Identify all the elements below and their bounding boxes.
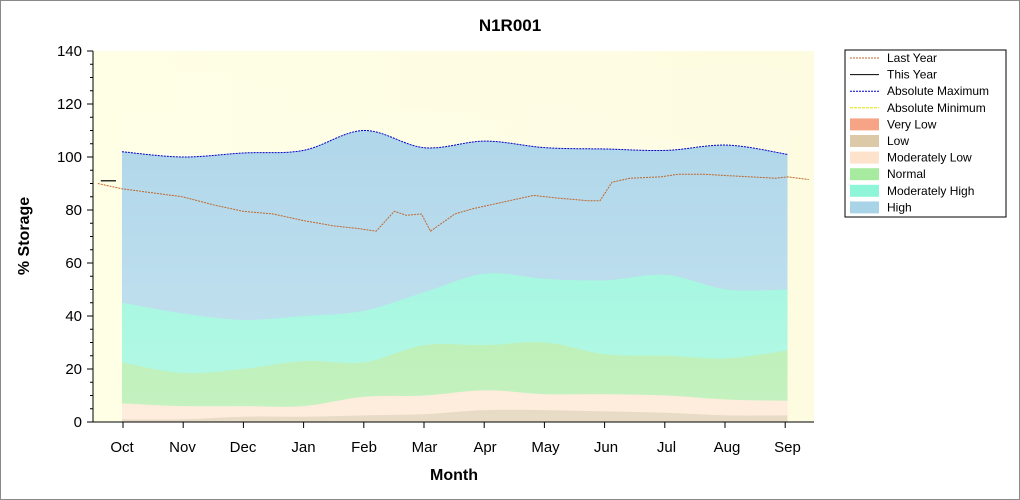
legend-marker-moderately-low bbox=[850, 151, 879, 164]
chart-title: N1R001 bbox=[479, 16, 541, 35]
legend-marker-moderately-high bbox=[850, 184, 879, 197]
legend-label-very-low: Very Low bbox=[887, 117, 937, 131]
series-lines bbox=[97, 129, 809, 232]
x-tick-label: Dec bbox=[230, 439, 257, 456]
x-tick-label: Oct bbox=[110, 439, 134, 456]
band-fade-overlay bbox=[122, 51, 788, 422]
percentile-bands bbox=[122, 51, 788, 422]
line-absolute-maximum bbox=[121, 129, 788, 158]
legend-label-this-year: This Year bbox=[887, 68, 937, 82]
legend-marker-low bbox=[850, 135, 879, 147]
x-tick-label: May bbox=[531, 439, 560, 456]
y-tick-label: 0 bbox=[74, 414, 82, 431]
y-tick-label: 140 bbox=[57, 43, 82, 60]
x-tick-label: Nov bbox=[169, 439, 196, 456]
x-tick-label: Jul bbox=[657, 439, 676, 456]
y-axis-label: % Storage bbox=[16, 197, 33, 275]
legend-label-absolute-minimum: Absolute Minimum bbox=[887, 101, 986, 115]
legend-label-last-year: Last Year bbox=[887, 51, 937, 65]
legend-label-absolute-maximum: Absolute Maximum bbox=[887, 84, 989, 98]
x-tick-label: Feb bbox=[351, 439, 377, 456]
axes: 0 20 40 60 80 100 120 140 Oct Nov Dec Jan Feb Mar Apr M… bbox=[57, 43, 814, 456]
x-tick-label: Apr bbox=[473, 439, 496, 456]
legend-label-low: Low bbox=[887, 134, 909, 148]
y-tick-label: 80 bbox=[65, 202, 82, 219]
y-tick-label: 120 bbox=[57, 96, 82, 113]
legend-label-moderately-low: Moderately Low bbox=[887, 151, 972, 165]
legend-marker-very-low bbox=[850, 118, 879, 131]
legend-marker-high bbox=[850, 201, 879, 214]
y-tick-label: 20 bbox=[65, 361, 82, 378]
line-last-year bbox=[97, 173, 809, 232]
y-tick-label: 60 bbox=[65, 255, 82, 272]
x-tick-label: Sep bbox=[774, 439, 801, 456]
legend-box bbox=[844, 49, 1007, 218]
x-tick-label: Aug bbox=[714, 439, 741, 456]
legend-marker-normal bbox=[850, 168, 879, 181]
legend: Last Year This Year Absolute Maximum Absolu… bbox=[844, 49, 1007, 218]
y-tick-label: 100 bbox=[57, 149, 82, 166]
x-tick-label: Jun bbox=[594, 439, 618, 456]
legend-label-high: High bbox=[887, 200, 912, 214]
legend-label-moderately-high: Moderately High bbox=[887, 184, 974, 198]
x-tick-label: Mar bbox=[412, 439, 438, 456]
x-axis-label: Month bbox=[430, 467, 478, 484]
legend-label-normal: Normal bbox=[887, 167, 926, 181]
y-tick-label: 40 bbox=[65, 308, 82, 325]
x-tick-label: Jan bbox=[291, 439, 315, 456]
